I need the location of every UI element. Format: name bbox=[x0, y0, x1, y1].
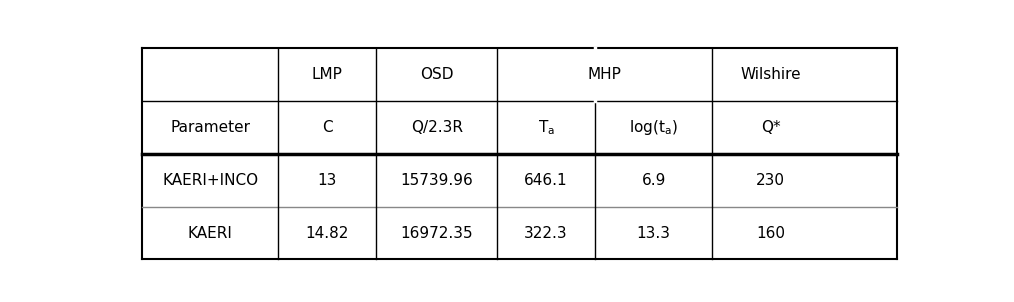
Text: 230: 230 bbox=[756, 173, 785, 188]
Text: C: C bbox=[322, 120, 333, 135]
Text: MHP: MHP bbox=[587, 67, 622, 82]
Text: 646.1: 646.1 bbox=[524, 173, 568, 188]
Text: Parameter: Parameter bbox=[170, 120, 250, 135]
Text: LMP: LMP bbox=[312, 67, 343, 82]
Text: log(t$_\mathregular{a}$): log(t$_\mathregular{a}$) bbox=[629, 118, 678, 137]
Text: 13: 13 bbox=[317, 173, 337, 188]
Text: 13.3: 13.3 bbox=[637, 226, 670, 240]
Text: Q*: Q* bbox=[760, 120, 781, 135]
Text: KAERI+INCO: KAERI+INCO bbox=[162, 173, 259, 188]
Text: 160: 160 bbox=[756, 226, 785, 240]
Text: Wilshire: Wilshire bbox=[740, 67, 801, 82]
Text: 14.82: 14.82 bbox=[305, 226, 349, 240]
Text: 16972.35: 16972.35 bbox=[401, 226, 473, 240]
Text: Q/2.3R: Q/2.3R bbox=[411, 120, 462, 135]
Text: 15739.96: 15739.96 bbox=[401, 173, 474, 188]
Text: 6.9: 6.9 bbox=[642, 173, 666, 188]
Text: T$_\mathregular{a}$: T$_\mathregular{a}$ bbox=[537, 118, 555, 137]
Text: 322.3: 322.3 bbox=[524, 226, 568, 240]
Text: OSD: OSD bbox=[420, 67, 453, 82]
Text: KAERI: KAERI bbox=[188, 226, 233, 240]
